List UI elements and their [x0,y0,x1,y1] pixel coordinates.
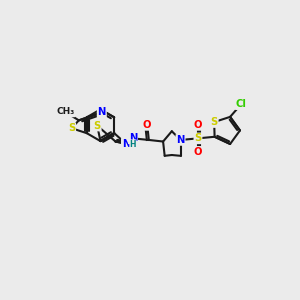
Text: S: S [211,117,218,127]
Text: S: S [68,123,75,133]
Text: N: N [176,135,185,145]
Text: S: S [94,121,101,130]
Text: N: N [122,139,130,149]
Text: Cl: Cl [236,99,247,109]
Text: O: O [143,120,152,130]
Text: H: H [130,140,136,149]
Text: O: O [194,147,202,157]
Text: CH₃: CH₃ [56,107,74,116]
Text: O: O [194,120,202,130]
Text: N: N [98,107,106,117]
Text: S: S [194,134,202,143]
Text: N: N [129,134,137,143]
